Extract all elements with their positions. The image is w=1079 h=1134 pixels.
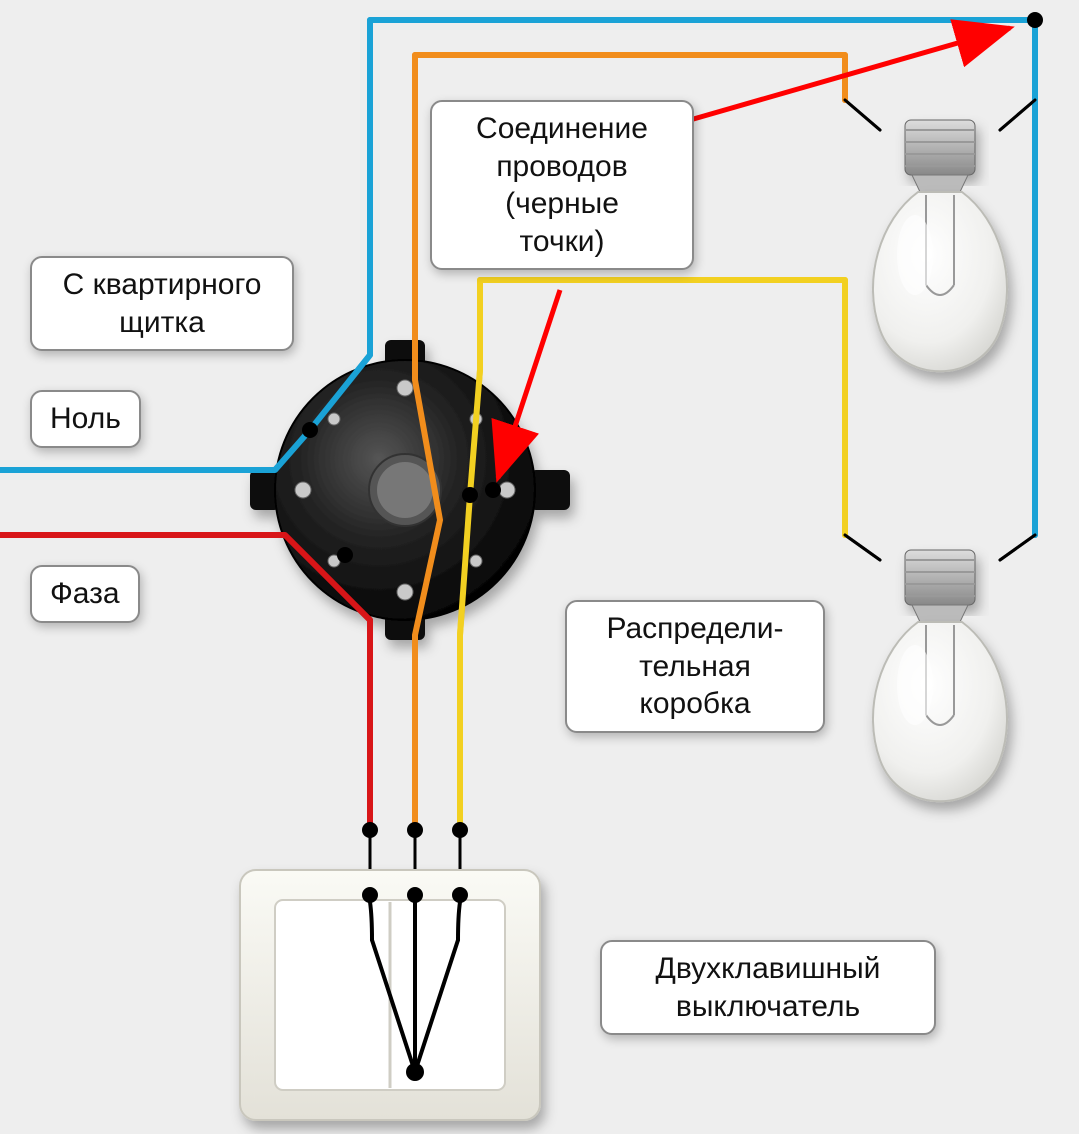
- label-neutral: Ноль: [30, 390, 141, 448]
- label-phase: Фаза: [30, 565, 140, 623]
- label-connection-points: Соединение проводов (черные точки): [430, 100, 694, 270]
- wire-over-black-bulb1-R: [1000, 100, 1035, 130]
- light-bulbs: [873, 120, 1007, 801]
- connection-dot-3: [337, 547, 353, 563]
- connection-dot-1: [462, 487, 478, 503]
- connection-dot-6: [407, 822, 423, 838]
- connection-dot-2: [485, 482, 501, 498]
- connection-dot-4: [1027, 12, 1043, 28]
- wire-over-black-bulb2-R: [1000, 535, 1035, 560]
- connection-dot-7: [452, 822, 468, 838]
- bulb-bottom: [873, 550, 1007, 801]
- label-from-panel: С квартирного щитка: [30, 256, 294, 351]
- wire-over-black-bulb1-L: [845, 100, 880, 130]
- label-double-switch: Двухклавишный выключатель: [600, 940, 936, 1035]
- connection-dot-5: [362, 822, 378, 838]
- bulb-top: [873, 120, 1007, 371]
- wire-over-black-bulb2-L: [845, 535, 880, 560]
- connection-dot-0: [302, 422, 318, 438]
- junction-box: [250, 340, 570, 640]
- double-switch: [240, 870, 540, 1120]
- wiring-diagram: Соединение проводов (черные точки) С ква…: [0, 0, 1079, 1134]
- label-junction-box: Распредели- тельная коробка: [565, 600, 825, 733]
